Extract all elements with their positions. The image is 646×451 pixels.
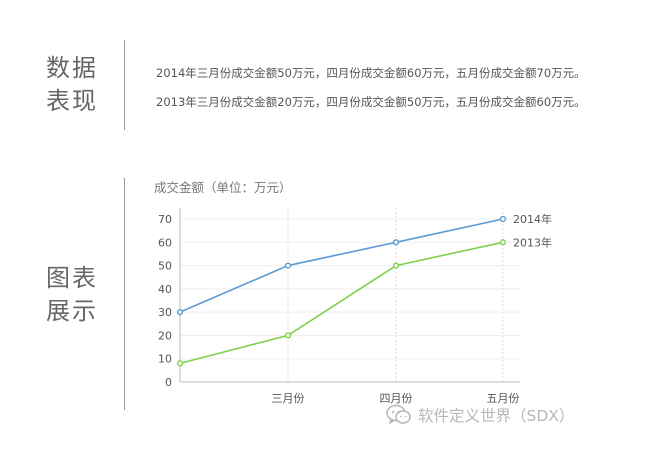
y-tick-label-30: 30 (158, 306, 172, 319)
data-point-s1-0 (176, 360, 184, 367)
data-point-s1-1 (284, 332, 292, 339)
data-section-label-line2: 表现 (46, 87, 98, 115)
series-line-0 (179, 218, 504, 313)
y-tick-label-40: 40 (158, 283, 172, 296)
y-tick-label-20: 20 (158, 329, 172, 342)
chart-section-label: 图表 展示 (46, 262, 106, 328)
data-point-s1-3 (499, 239, 507, 246)
watermark: 软件定义世界（SDX） (386, 404, 574, 426)
chart-section-label-line1: 图表 (46, 264, 98, 292)
y-tick-label-0: 0 (165, 376, 172, 389)
data-section-divider (124, 40, 125, 130)
series-label-1: 2013年 (513, 235, 552, 249)
x-tick-label-3: 五月份 (487, 392, 520, 405)
data-point-s0-2 (392, 239, 400, 246)
x-tick-label-1: 三月份 (272, 392, 305, 405)
series-label-0: 2014年 (513, 212, 552, 226)
data-point-s0-1 (284, 262, 292, 269)
chart-title: 成交金额（单位：万元） (154, 180, 292, 195)
watermark-text: 软件定义世界（SDX） (418, 407, 575, 425)
data-point-s1-2 (392, 262, 400, 269)
data-section-label-line1: 数据 (46, 54, 98, 82)
data-point-s0-3 (499, 215, 507, 223)
y-tick-label-10: 10 (158, 353, 172, 366)
data-point-s0-0 (176, 309, 184, 316)
wechat-icon (386, 404, 411, 424)
chart-section-divider (124, 178, 125, 410)
data-section-label: 数据 表现 (46, 52, 106, 118)
y-tick-label-50: 50 (158, 260, 172, 273)
y-tick-label-60: 60 (158, 236, 172, 249)
chart-section-label-line2: 展示 (46, 297, 98, 325)
description-line-2013: 2013年三月份成交金额20万元，四月份成交金额50万元，五月份成交金额60万元… (156, 95, 586, 109)
series-line-1 (179, 241, 504, 365)
description-line-2014: 2014年三月份成交金额50万元，四月份成交金额60万元，五月份成交金额70万元… (156, 66, 586, 80)
y-tick-label-70: 70 (158, 213, 172, 226)
x-tick-label-2: 四月份 (380, 392, 413, 405)
